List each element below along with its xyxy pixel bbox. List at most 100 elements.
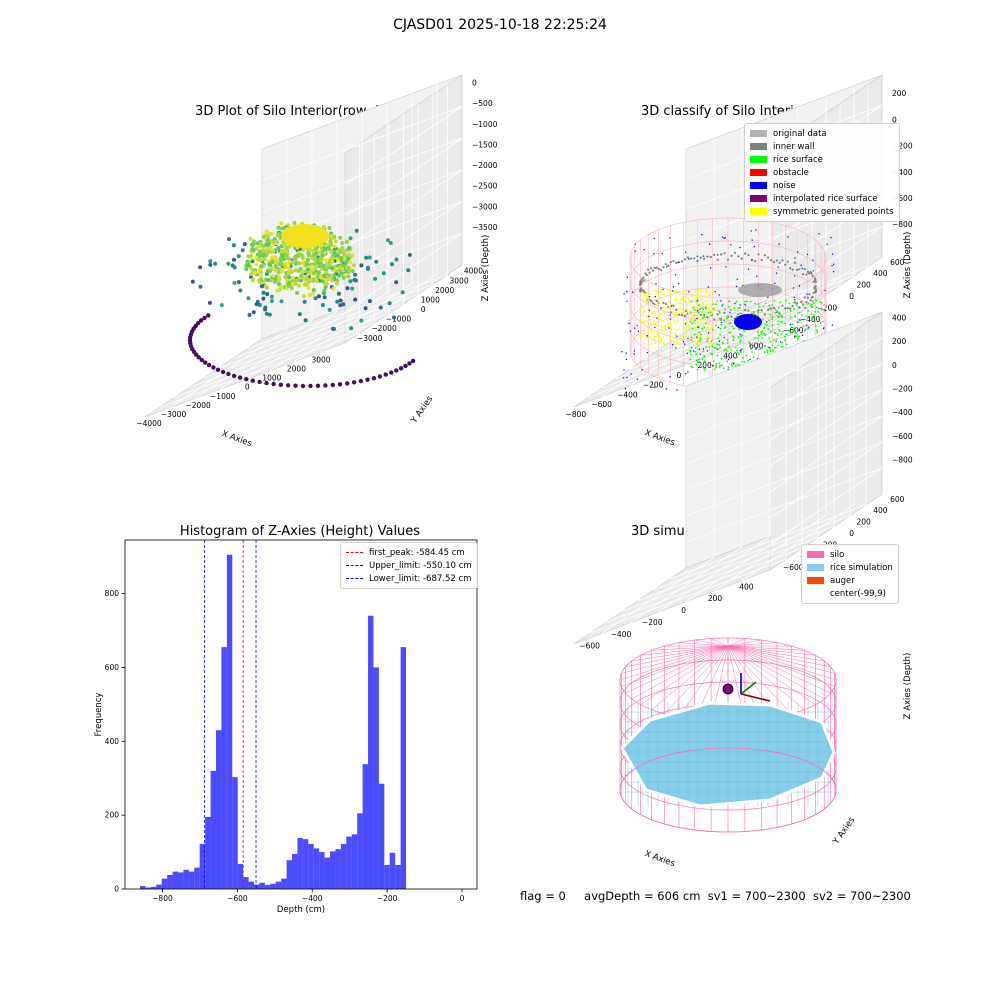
plot2-inner-wall-point — [664, 263, 667, 266]
plot3-y-tick-label: 0 — [114, 885, 119, 894]
plot2-rice-surface-point — [702, 308, 705, 311]
plot2-symmetric-point — [711, 290, 714, 293]
plot1-point — [270, 260, 275, 265]
plot4-y-tick-label: −600 — [783, 563, 804, 572]
plot3-y-tick-label: 800 — [105, 589, 120, 598]
plot1-point — [366, 265, 370, 270]
plot4-legend-swatch — [807, 590, 824, 597]
plot1-point — [284, 245, 289, 250]
plot2-inner-wall-point — [737, 255, 740, 258]
plot2-symmetric-point — [710, 324, 713, 327]
plot2-rice-surface-point — [700, 333, 702, 336]
plot2-symmetric-point — [641, 314, 643, 317]
plot2-rice-surface-point — [794, 331, 797, 334]
plot2-noise-point — [832, 271, 835, 273]
plot2-rice-surface-point — [729, 322, 732, 324]
plot2-inner-wall-point — [716, 258, 719, 261]
plot2-noise-point — [698, 348, 701, 350]
plot2-noise-point — [623, 293, 625, 295]
plot2-symmetric-point — [672, 319, 675, 322]
plot1-point — [365, 377, 370, 382]
plot2-rice-surface-point — [699, 337, 702, 340]
plot2-rice-surface-point — [699, 339, 701, 342]
plot2-symmetric-point — [699, 323, 702, 326]
plot2-noise-point — [682, 341, 685, 343]
plot2-rice-surface-point — [761, 318, 764, 321]
plot2-rice-surface-point — [690, 346, 693, 349]
plot1-point — [342, 256, 347, 261]
plot2-rice-surface-point — [766, 349, 769, 352]
plot2-rice-surface-point — [710, 352, 712, 355]
plot3-frame — [124, 539, 478, 890]
plot1-point — [284, 249, 289, 254]
plot1-point — [299, 278, 303, 283]
plot2-symmetric-point — [656, 340, 659, 343]
plot4-x-axis-label: X Axies — [643, 849, 676, 869]
plot2-noise-point — [624, 387, 627, 390]
plot2-inner-wall-point — [781, 259, 784, 262]
plot1-point — [394, 280, 399, 285]
plot2-rice-surface-point — [690, 339, 693, 341]
plot2-rice-surface-point — [699, 308, 701, 311]
plot1-point — [198, 284, 203, 289]
plot1-point — [324, 264, 329, 269]
plot2-noise-point — [684, 343, 686, 345]
plot2-noise-point — [708, 243, 711, 245]
plot2-rice-surface-point — [774, 308, 777, 311]
plot2-rice-surface-point — [744, 301, 746, 303]
plot2-symmetric-point — [675, 311, 677, 314]
plot1-point — [261, 296, 266, 301]
plot2-symmetric-point — [672, 311, 675, 314]
plot2-symmetric-point — [681, 339, 684, 342]
plot2-symmetric-point — [674, 291, 677, 294]
plot2-rice-surface-point — [807, 302, 810, 305]
plot1-point — [215, 367, 221, 372]
plot2-rice-surface-point — [796, 335, 798, 338]
plot2-symmetric-point — [705, 289, 708, 292]
plot1-point — [244, 377, 249, 382]
plot2-symmetric-point — [656, 334, 659, 337]
plot2-rice-surface-point — [705, 307, 707, 310]
plot1-point — [313, 266, 318, 271]
plot1-point — [279, 260, 283, 265]
plot1-point — [340, 245, 345, 250]
plot4-axis-x-arrow — [740, 693, 771, 702]
plot2-symmetric-point — [706, 327, 709, 330]
plot2-noise-point — [769, 347, 771, 349]
plot2-symmetric-point — [652, 312, 655, 315]
plot1-point — [314, 279, 319, 284]
plot3-bar — [221, 647, 227, 889]
plot2-noise-point — [636, 324, 638, 327]
plot2-symmetric-point — [705, 335, 708, 338]
plot2-symmetric-point — [663, 311, 666, 314]
plot2-noise-point — [824, 309, 826, 312]
plot4-legend-entry: auger — [807, 574, 893, 587]
plot4-gridline — [685, 363, 883, 439]
plot1-point — [293, 383, 298, 388]
plot2-symmetric-point — [662, 319, 665, 322]
plot2-inner-wall-point — [766, 256, 770, 259]
plot2-rice-surface-point — [731, 325, 733, 328]
plot2-symmetric-point — [699, 342, 702, 345]
plot2-rice-surface-point — [695, 363, 698, 366]
plot2-symmetric-point — [686, 323, 689, 326]
plot2-rice-surface-point — [743, 361, 746, 363]
plot2-rice-surface-point — [738, 353, 740, 356]
plot1-gridline — [269, 292, 388, 372]
plot1-point — [265, 292, 270, 296]
plot1-point — [290, 275, 295, 280]
plot3-x-tick-label: 0 — [460, 894, 465, 903]
plot1-point — [306, 267, 311, 272]
plot4-legend-entry: rice simulation — [807, 561, 893, 574]
plot1-point — [312, 257, 317, 262]
plot2-noise-point — [730, 244, 732, 246]
plot2-rice-surface-point — [723, 349, 726, 352]
plot2-rice-surface-point — [720, 319, 722, 321]
plot2-z-tick-label: −600 — [892, 194, 913, 203]
plot1-x-tick-label: 3000 — [311, 355, 330, 364]
plot1-point — [287, 275, 292, 280]
plot2-inner-wall-point — [809, 299, 812, 302]
plot2-rice-surface-point — [762, 305, 765, 308]
plot3-bar — [172, 871, 178, 889]
plot1-z-tick-label: −3500 — [472, 223, 498, 232]
